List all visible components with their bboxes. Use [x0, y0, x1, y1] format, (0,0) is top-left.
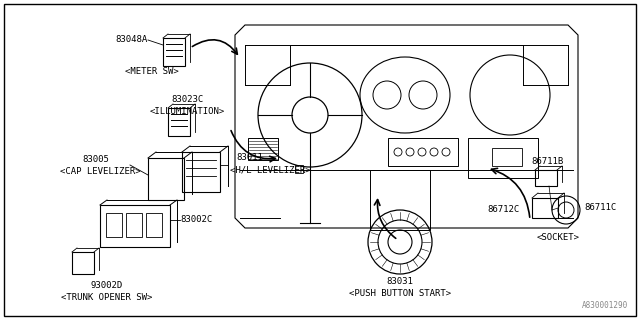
- Text: A830001290: A830001290: [582, 301, 628, 310]
- Bar: [535, 170, 557, 186]
- Text: <TRUNK OPENER SW>: <TRUNK OPENER SW>: [61, 292, 153, 301]
- Text: 86712C: 86712C: [488, 205, 520, 214]
- Bar: [163, 38, 185, 66]
- Bar: [370, 170, 430, 230]
- Text: <PUSH BUTTON START>: <PUSH BUTTON START>: [349, 290, 451, 299]
- Text: 86711B: 86711B: [532, 157, 564, 166]
- Bar: [148, 158, 184, 200]
- Bar: [168, 108, 190, 136]
- Text: <METER SW>: <METER SW>: [125, 68, 179, 76]
- Text: 86711C: 86711C: [584, 204, 616, 212]
- Text: 83031: 83031: [387, 277, 413, 286]
- Bar: [468, 138, 538, 178]
- Text: <SOCKET>: <SOCKET>: [536, 233, 579, 242]
- Bar: [295, 165, 303, 173]
- Text: <ILLUMINATION>: <ILLUMINATION>: [149, 108, 225, 116]
- Bar: [248, 138, 278, 160]
- Text: 93002D: 93002D: [91, 281, 123, 290]
- Bar: [126, 213, 142, 237]
- Bar: [146, 213, 162, 237]
- Text: 83011: 83011: [236, 154, 263, 163]
- Bar: [106, 213, 122, 237]
- Bar: [100, 205, 170, 247]
- Bar: [388, 138, 458, 166]
- Text: 83048A: 83048A: [115, 36, 147, 44]
- Bar: [182, 152, 220, 192]
- Text: 83005: 83005: [82, 156, 109, 164]
- Bar: [492, 148, 522, 166]
- Bar: [72, 252, 94, 274]
- Text: 83023C: 83023C: [171, 95, 203, 105]
- Bar: [532, 198, 558, 218]
- Text: <H/L LEVELIZER>: <H/L LEVELIZER>: [230, 165, 310, 174]
- Text: <CAP LEVELIZER>: <CAP LEVELIZER>: [60, 167, 141, 177]
- Text: 83002C: 83002C: [180, 215, 212, 225]
